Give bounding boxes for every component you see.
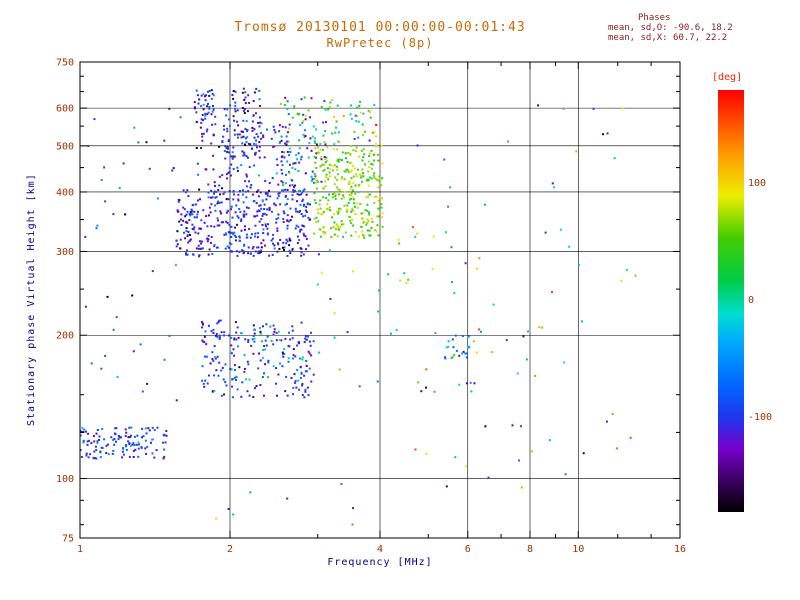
x-tick-label: 6	[465, 544, 471, 555]
y-tick-label: 750	[56, 58, 74, 69]
y-axis-title: Stationary phase Virtual Height [km]	[26, 173, 37, 427]
title-block: Tromsø 20130101 00:00:00-00:01:43 RwPret…	[80, 20, 680, 50]
tick-labels: 1 2 4 6 8 10 16 750 600 500 400 300 200 100 75	[56, 58, 686, 556]
colorbar-gradient	[718, 90, 744, 512]
colorbar-tick-label: -100	[748, 412, 773, 424]
axis-ticks	[79, 61, 681, 539]
y-tick-label: 300	[56, 247, 74, 258]
y-tick-label: 200	[56, 331, 74, 342]
plot-subtitle: RwPretec (8p)	[326, 36, 434, 50]
phases-heading: Phases	[638, 13, 671, 23]
x-tick-label: 16	[674, 544, 686, 555]
colorbar-deg-label: [deg]	[712, 72, 743, 83]
x-tick-label: 4	[377, 544, 383, 555]
y-tick-label: 75	[62, 534, 74, 545]
y-tick-label: 500	[56, 141, 74, 152]
colorbar-tick-label: 100	[748, 177, 767, 189]
x-tick-label: 1	[77, 544, 83, 555]
x-tick-label: 2	[227, 544, 233, 555]
phases-block: Phases mean, sd,O: -90.6, 18.2 mean, sd,…	[608, 13, 733, 43]
y-tick-label: 100	[56, 474, 74, 485]
x-tick-label: 10	[572, 544, 584, 555]
phases-line-x: mean, sd,X: 60.7, 22.2	[608, 33, 728, 43]
y-tick-label: 600	[56, 104, 74, 115]
x-axis-title: Frequency [MHz]	[327, 557, 433, 568]
plot-title: Tromsø 20130101 00:00:00-00:01:43	[234, 20, 526, 35]
y-tick-label: 400	[56, 187, 74, 198]
x-tick-label: 8	[527, 544, 533, 555]
gridlines	[80, 62, 680, 538]
phases-line-o: mean, sd,O: -90.6, 18.2	[608, 23, 733, 33]
colorbar-tick-labels: 100 0 -100	[748, 90, 793, 512]
scatter-points	[80, 87, 637, 526]
colorbar-tick-label: 0	[748, 295, 755, 306]
